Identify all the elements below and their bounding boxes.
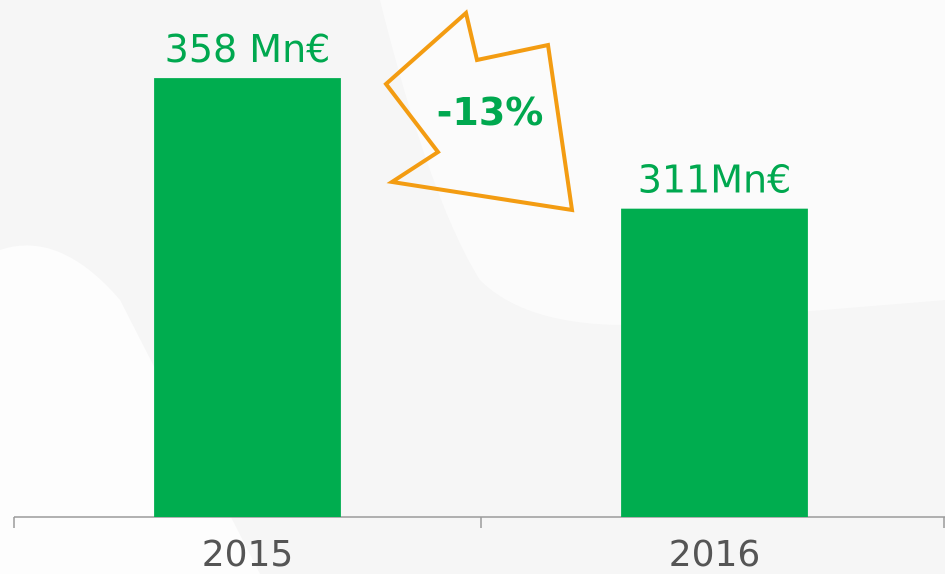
- change-arrow: [383, 9, 575, 213]
- change-annotation: -13%: [437, 90, 544, 134]
- bar: [154, 78, 341, 517]
- value-label: 358 Mn€: [165, 27, 331, 71]
- value-label: 311Mn€: [638, 158, 792, 202]
- x-tick-label: 2016: [669, 534, 761, 574]
- bar: [621, 208, 808, 517]
- x-tick-label: 2015: [202, 534, 294, 574]
